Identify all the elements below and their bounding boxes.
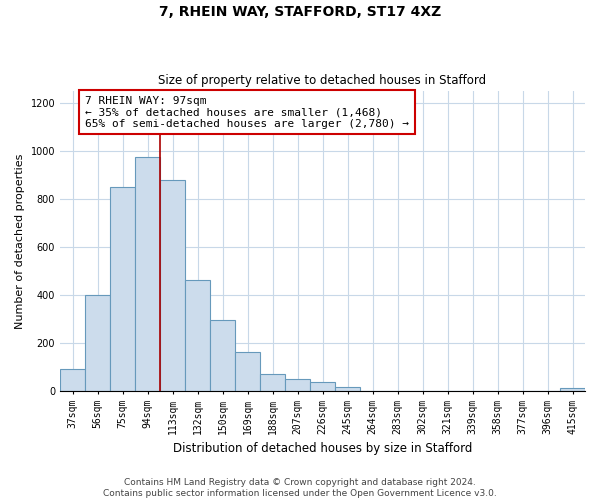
Bar [560,388,585,391]
Bar [310,382,335,391]
Bar [185,280,210,391]
X-axis label: Distribution of detached houses by size in Stafford: Distribution of detached houses by size … [173,442,472,455]
Text: 7 RHEIN WAY: 97sqm
← 35% of detached houses are smaller (1,468)
65% of semi-deta: 7 RHEIN WAY: 97sqm ← 35% of detached hou… [85,96,409,129]
Bar [210,320,235,391]
Bar [135,157,160,391]
Bar [110,187,135,391]
Bar [260,374,285,391]
Bar [60,369,85,391]
Bar [285,379,310,391]
Text: Contains HM Land Registry data © Crown copyright and database right 2024.
Contai: Contains HM Land Registry data © Crown c… [103,478,497,498]
Bar [160,180,185,391]
Title: Size of property relative to detached houses in Stafford: Size of property relative to detached ho… [158,74,487,87]
Bar [335,387,360,391]
Text: 7, RHEIN WAY, STAFFORD, ST17 4XZ: 7, RHEIN WAY, STAFFORD, ST17 4XZ [159,5,441,19]
Bar [85,295,110,391]
Bar [235,352,260,391]
Y-axis label: Number of detached properties: Number of detached properties [15,153,25,328]
